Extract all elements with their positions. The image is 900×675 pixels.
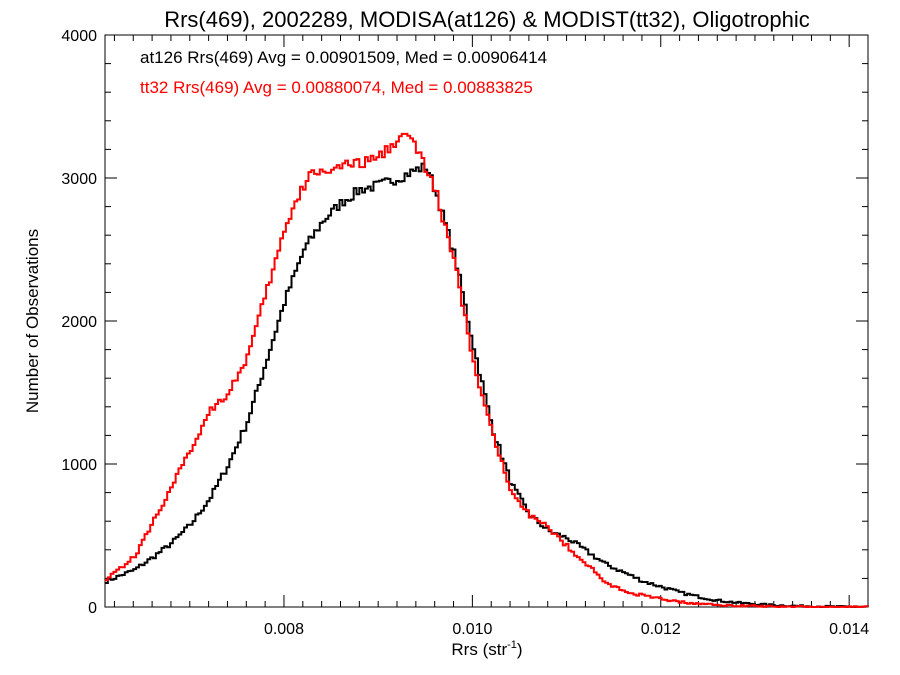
legend-entry-at126: at126 Rrs(469) Avg = 0.00901509, Med = 0…: [140, 48, 547, 67]
series-line-at126: [105, 162, 869, 608]
y-axis: 0 1000 2000 3000 4000: [61, 28, 868, 617]
legend-entry-tt32: tt32 Rrs(469) Avg = 0.00880074, Med = 0.…: [140, 78, 533, 97]
x-tick-label: 0.008: [264, 621, 304, 638]
x-axis-label-main: Rrs (str: [451, 640, 507, 659]
x-axis-label: Rrs (str-1): [451, 639, 522, 659]
series-layer: [105, 132, 869, 608]
y-tick-label: 2000: [61, 314, 97, 331]
y-tick-label: 3000: [61, 171, 97, 188]
x-axis-label-sup: -1: [507, 639, 517, 651]
chart-title: Rrs(469), 2002289, MODISA(at126) & MODIS…: [164, 7, 810, 32]
x-axis: 0.008 0.010 0.012 0.014: [113, 35, 869, 638]
y-tick-label: 1000: [61, 457, 97, 474]
y-axis-label: Number of Observations: [23, 229, 42, 413]
x-tick-label: 0.010: [452, 621, 492, 638]
x-tick-label: 0.012: [641, 621, 681, 638]
x-axis-label-close: ): [517, 640, 523, 659]
legend: at126 Rrs(469) Avg = 0.00901509, Med = 0…: [140, 48, 547, 97]
y-tick-label: 4000: [61, 28, 97, 45]
y-tick-label: 0: [88, 600, 97, 617]
x-tick-label: 0.014: [829, 621, 869, 638]
plot-frame: [104, 34, 869, 608]
plot-area: 0.008 0.010 0.012 0.014 0 1000 2000 3000 4000: [61, 28, 869, 638]
series-line-tt32: [105, 132, 869, 608]
